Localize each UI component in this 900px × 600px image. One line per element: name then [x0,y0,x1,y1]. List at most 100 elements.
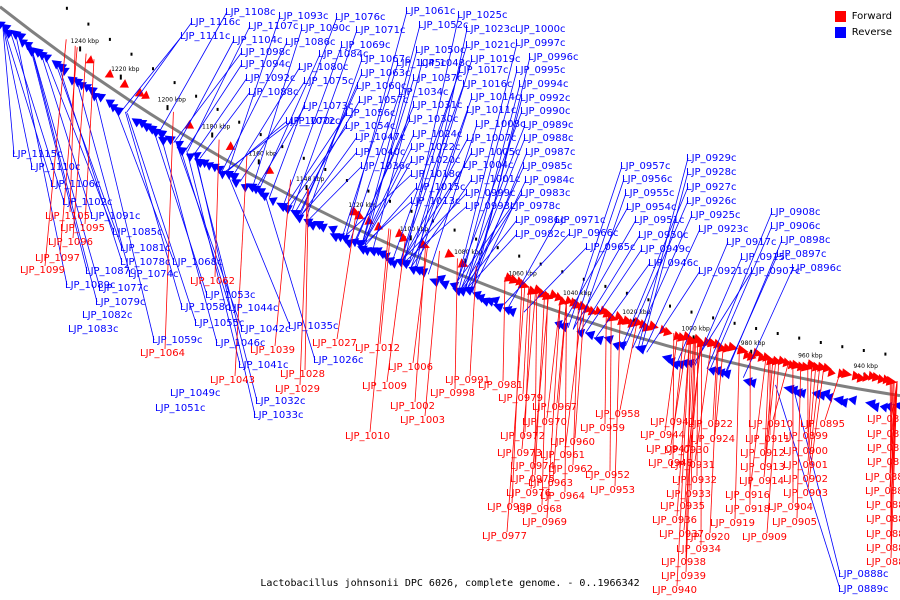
leader-line-forward [685,338,695,573]
reverse-gene-glyph [429,278,441,288]
leader-line-forward [534,289,538,463]
gene-label-forward: LJP_0899 [783,431,828,442]
gene-label-reverse: LJP_1084c [318,49,369,60]
leader-line-forward [807,365,813,448]
leader-line-forward [700,340,702,546]
leader-line-forward [506,284,526,533]
scale-tick [119,74,122,80]
gene-label-forward: LJP_1105 [45,211,90,222]
gene-label-forward: LJP_0904 [768,502,813,513]
forward-gene-glyph [141,90,150,99]
leader-line-reverse [301,136,358,216]
leader-line-reverse [567,165,623,328]
feature-tick [173,81,176,85]
scale-label: 1060 kbp [509,271,537,278]
forward-gene-glyph [119,79,129,88]
gene-label-forward: LJP_0882 [865,486,900,497]
leader-line-forward [414,244,426,403]
reverse-gene-glyph [73,78,84,88]
gene-label-reverse: LJP_0984c [524,175,575,186]
feature-tick [108,37,111,41]
leader-line-forward [734,349,740,520]
gene-label-reverse: LJP_0925c [690,210,741,221]
scale-label: 1240 kbp [71,38,99,45]
gene-label-reverse: LJP_1055c [194,318,245,329]
leader-line-reverse [742,267,794,378]
gene-label-reverse: LJP_0954c [626,202,677,213]
reverse-gene-glyph [1,23,12,34]
leader-line-reverse [625,200,689,347]
gene-label-reverse: LJP_0926c [686,196,737,207]
gene-label-reverse: LJP_1106c [50,179,101,190]
gene-label-reverse: LJP_1036c [360,161,411,172]
gene-label-reverse: LJP_0995c [515,65,566,76]
leader-line-reverse [2,24,15,155]
leader-line-reverse [725,239,783,374]
feature-tick [755,327,758,330]
leader-line-reverse [350,91,401,240]
feature-tick [389,199,391,203]
leader-line-reverse [461,192,523,289]
leader-line-reverse [793,388,841,575]
leader-line-reverse [403,14,460,264]
reverse-gene-glyph [215,165,225,175]
reverse-gene-glyph [259,192,270,202]
reverse-gene-glyph [112,106,124,117]
leader-line-reverse [75,78,131,275]
leader-line-reverse [454,205,513,286]
gene-label-forward: LJP_0932 [672,475,717,486]
gene-label-forward: LJP_0961 [540,450,585,461]
reverse-gene-glyph [37,51,48,61]
feature-tick [518,254,521,258]
leader-line-reverse [344,173,413,237]
gene-label-reverse: LJP_1092c [245,73,296,84]
leader-line-reverse [399,83,465,263]
feature-tick [798,336,801,340]
gene-label-forward: LJP_0964 [540,491,585,502]
gene-label-reverse: LJP_1059c [152,335,203,346]
gene-label-reverse: LJP_1005c [470,147,521,158]
forward-gene-glyph [856,372,867,383]
feature-tick [195,94,198,98]
reverse-gene-glyph [51,60,62,70]
gene-label-reverse: LJP_1070c [285,116,336,127]
leader-line-reverse [724,253,779,374]
leader-line-reverse [459,69,518,288]
gene-label-forward: LJP_0913 [740,462,785,473]
gene-label-reverse: LJP_1045c [396,58,447,69]
gene-label-forward: LJP_0974 [510,461,555,472]
gene-label-reverse: LJP_1081c [120,243,171,254]
reverse-gene-glyph [502,306,513,316]
gene-label-reverse: LJP_1107c [248,21,299,32]
reverse-gene-glyph [175,140,185,150]
feature-tick [733,321,736,325]
leader-line-reverse [187,25,251,152]
leader-line-reverse [15,34,68,286]
leader-line-forward [614,317,621,487]
gene-label-reverse: LJP_0889c [838,584,889,595]
leader-line-reverse [2,23,53,185]
leader-line-reverse [470,97,523,292]
gene-label-forward: LJP_0969 [522,517,567,528]
reverse-gene-glyph [783,384,795,395]
leader-line-forward [619,322,638,411]
gene-label-reverse: LJP_1014c [470,92,521,103]
gene-label-forward: LJP_0881 [865,472,900,483]
reverse-gene-glyph [313,221,325,230]
leader-line-reverse [427,123,478,275]
gene-label-reverse: LJP_0929c [686,153,737,164]
gene-label-reverse: LJP_1026c [313,355,364,366]
leader-line-reverse [345,10,408,238]
reverse-gene-glyph [280,204,293,215]
gene-label-forward: LJP_1002 [390,401,435,412]
leader-line-reverse [640,171,689,351]
leader-line-reverse [295,99,361,212]
leader-line-forward [84,59,95,225]
scale-label: 1100 kbp [400,226,428,233]
gene-label-reverse: LJP_1111c [180,31,231,42]
gene-label-forward: LJP_0970 [522,417,567,428]
leader-line-forward [764,357,774,464]
leader-line-forward [807,366,817,462]
leader-line-reverse [362,159,413,246]
leader-line-reverse [400,137,469,263]
